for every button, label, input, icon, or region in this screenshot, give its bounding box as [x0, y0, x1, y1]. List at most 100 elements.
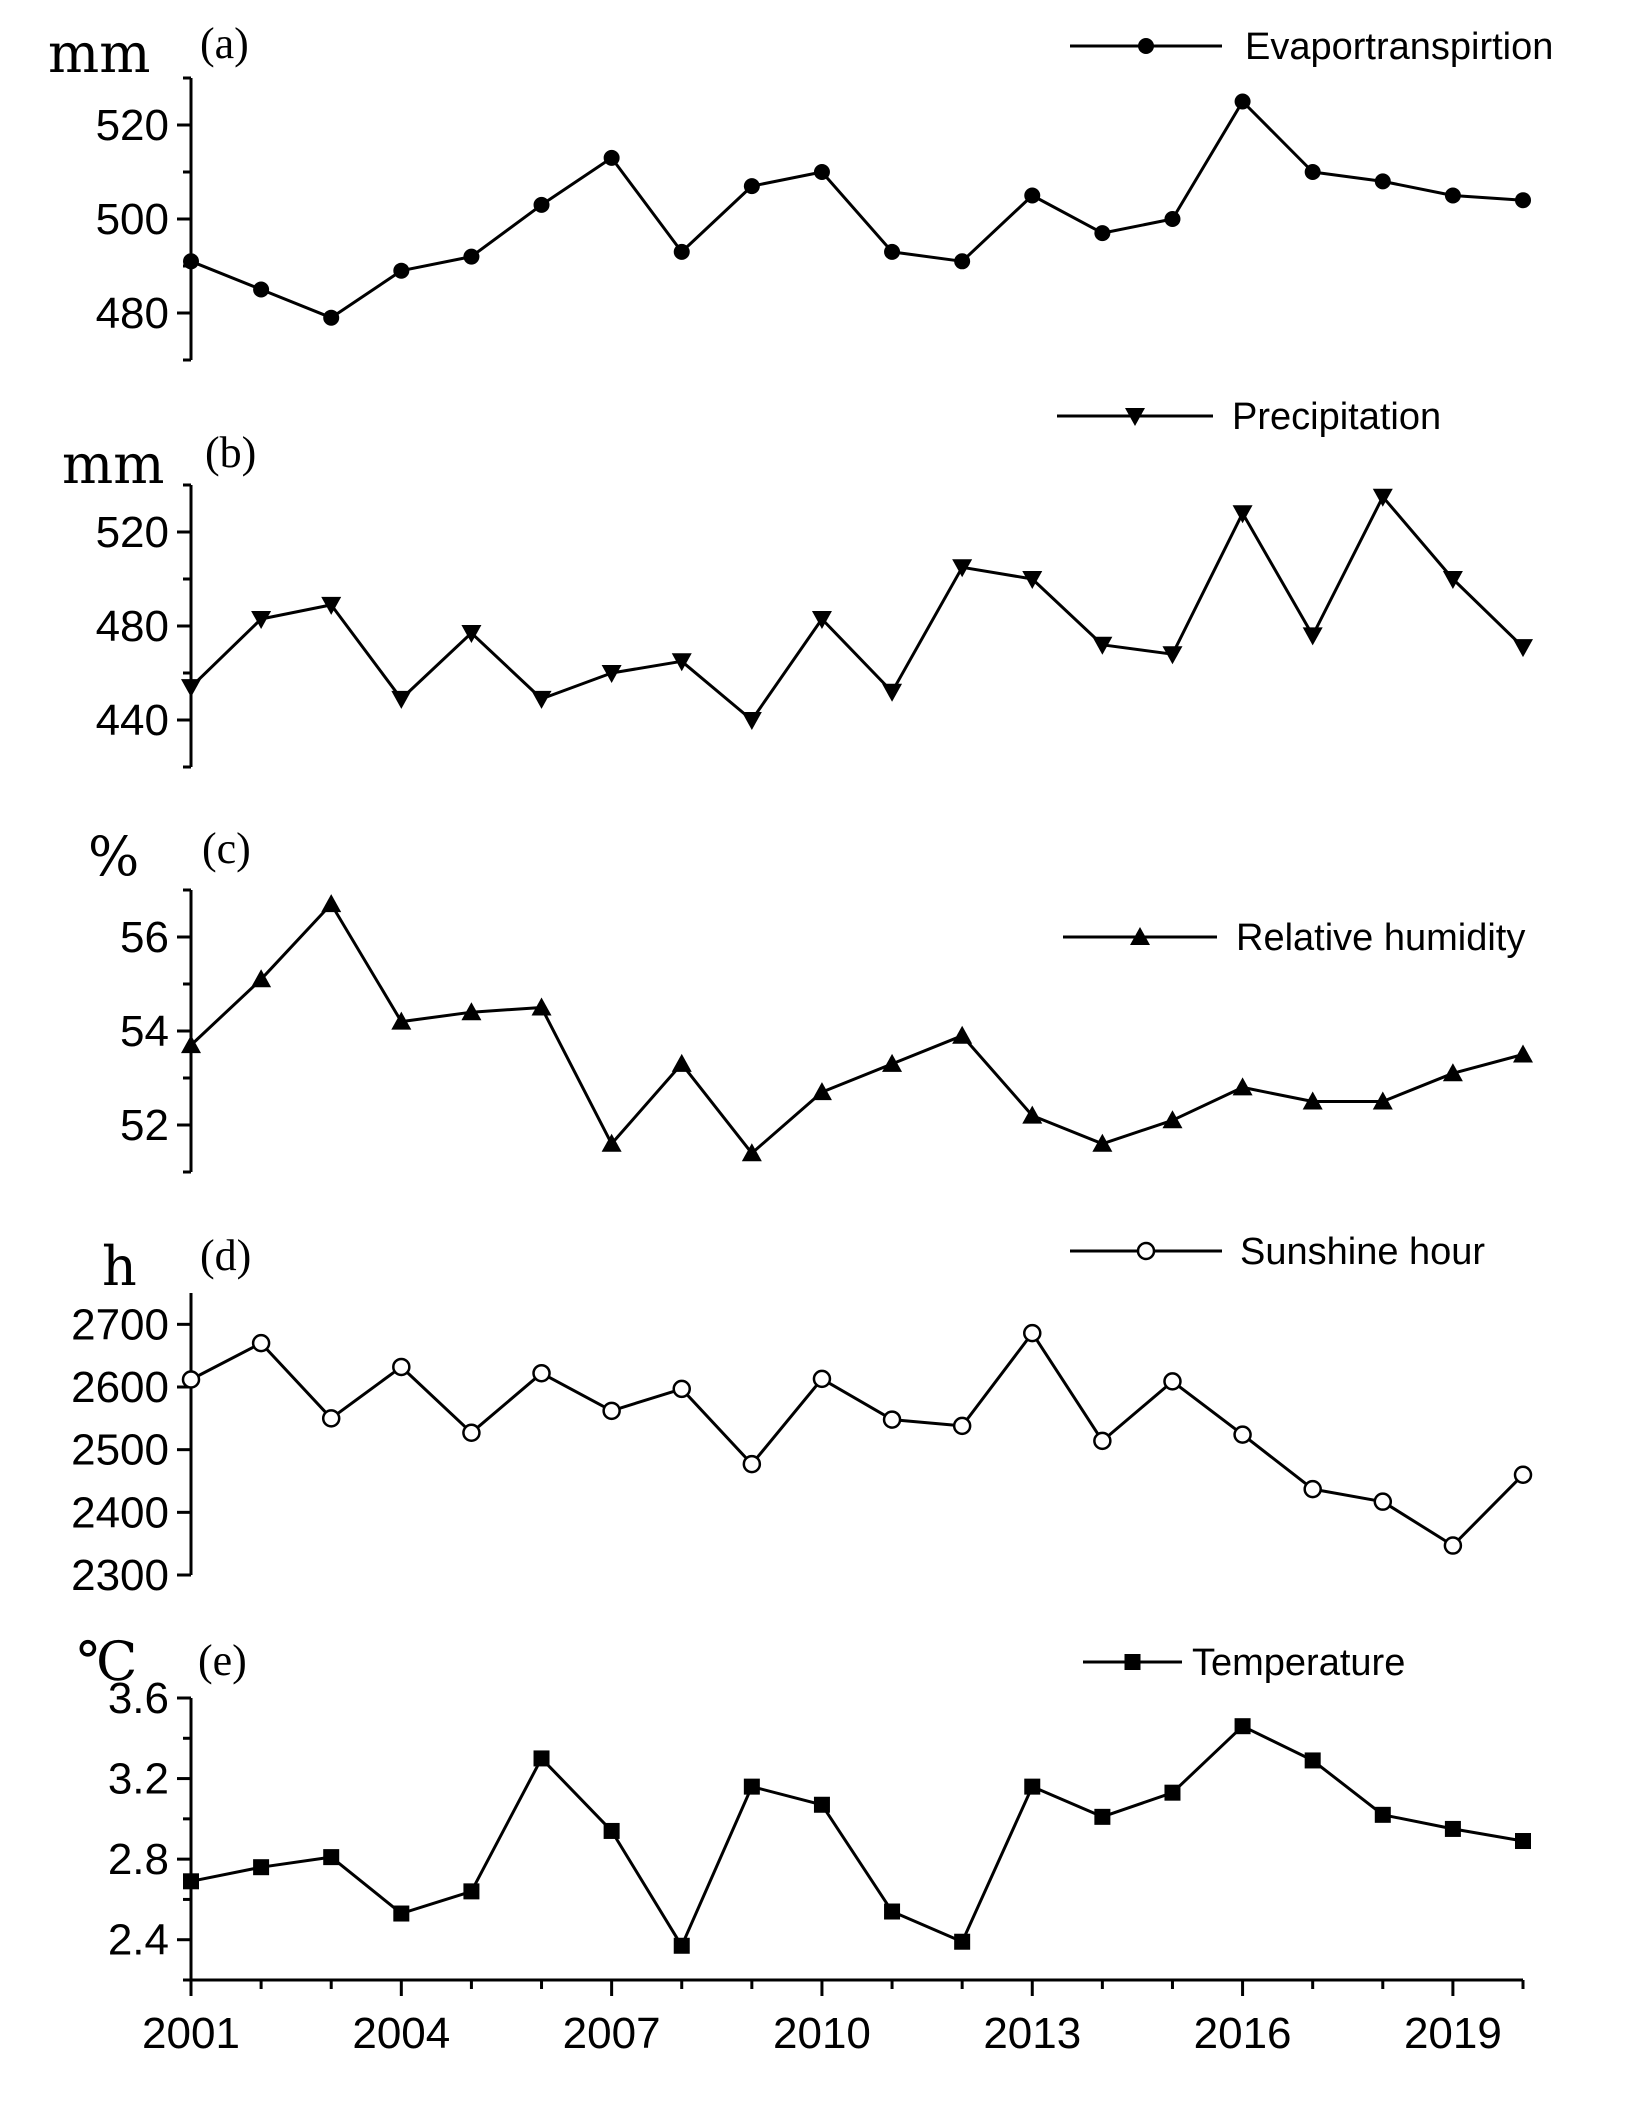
data-point-2020	[1513, 1044, 1533, 1063]
y-unit-label: h	[102, 1235, 137, 1298]
data-point-2002	[253, 281, 270, 298]
data-point-2001	[183, 253, 199, 270]
data-point-2013	[1024, 1778, 1041, 1795]
data-point-2017	[1302, 1091, 1323, 1110]
data-point-2016	[1234, 1718, 1251, 1735]
data-point-2001	[183, 1873, 199, 1890]
data-point-2018	[1372, 1091, 1393, 1110]
data-point-2011	[882, 1410, 902, 1429]
data-point-2018	[1373, 1492, 1393, 1511]
legend: Evaportranspirtion	[1070, 26, 1553, 68]
series-line	[190, 1724, 1524, 1948]
data-point-2019	[1444, 187, 1461, 204]
panel-label: (d)	[200, 1231, 251, 1280]
data-point-2018	[1372, 488, 1393, 507]
data-point-2003	[323, 309, 340, 326]
data-point-2013	[1023, 1323, 1042, 1343]
data-point-2012	[952, 559, 973, 578]
data-point-2017	[1304, 1752, 1321, 1769]
series-line	[190, 100, 1524, 320]
data-point-2010	[813, 164, 830, 180]
panel-label: (c)	[202, 824, 251, 873]
data-point-2006	[533, 1750, 550, 1767]
panel-a: mm (a) 480 500 520 Evaportranspirtion	[48, 19, 1553, 362]
data-point-2011	[884, 243, 901, 260]
data-point-2020	[1513, 639, 1533, 658]
y-tick-label: 520	[96, 508, 169, 557]
data-point-2008	[673, 1937, 690, 1954]
data-point-2001	[181, 1035, 201, 1054]
y-tick-label: 54	[120, 1007, 169, 1056]
panel-label: (e)	[198, 1636, 247, 1685]
x-tick-label: 2004	[352, 2009, 450, 2058]
panel-label: (a)	[200, 19, 249, 68]
data-point-2002	[253, 1859, 270, 1876]
data-point-2001	[181, 679, 201, 698]
data-point-2016	[1233, 1425, 1252, 1444]
panel-label: (b)	[205, 428, 256, 477]
panel-e: ℃ (e) 2.4 2.8 3.2 3.6 Temperature 2001 2004 2007 2…	[77, 1630, 1531, 2058]
y-unit-label: ℃	[77, 1630, 137, 1693]
y-tick-label: 480	[96, 602, 169, 651]
data-point-2011	[882, 1053, 903, 1072]
data-point-2013	[1022, 571, 1043, 589]
legend-marker	[1136, 1241, 1156, 1261]
data-point-2014	[1094, 1808, 1111, 1825]
data-point-2011	[884, 1903, 901, 1920]
data-point-2015	[1162, 646, 1183, 665]
data-point-2007	[603, 1822, 620, 1839]
data-point-2014	[1092, 1133, 1113, 1152]
y-tick-label: 2300	[71, 1551, 169, 1600]
data-point-2007	[602, 1401, 621, 1421]
data-point-2018	[1374, 1806, 1391, 1823]
y-tick-label: 2.8	[108, 1835, 169, 1884]
y-tick-label: 500	[96, 195, 169, 244]
panel-c: % (c) 52 54 56 Relative humidity	[88, 824, 1533, 1174]
data-point-2009	[742, 1454, 762, 1474]
data-point-2007	[601, 665, 622, 683]
panel-d: h (d) 2300 2400 2500 2600 2700 Sunshine hour	[71, 1231, 1533, 1600]
legend-label: Relative humidity	[1236, 917, 1525, 959]
y-tick-label: 480	[96, 289, 169, 338]
data-point-2017	[1302, 627, 1323, 646]
data-point-2015	[1164, 1784, 1181, 1801]
data-point-2009	[743, 178, 760, 195]
data-point-2019	[1442, 1063, 1463, 1082]
data-point-2020	[1515, 192, 1531, 209]
data-point-2015	[1164, 211, 1181, 227]
data-point-2017	[1303, 1479, 1322, 1499]
y-unit-label: mm	[48, 22, 150, 85]
data-point-2017	[1304, 164, 1321, 180]
data-point-2019	[1444, 1820, 1461, 1837]
y-tick-label: 520	[96, 101, 169, 150]
data-point-2008	[673, 243, 690, 260]
data-point-2018	[1374, 173, 1391, 190]
legend-marker	[1130, 927, 1150, 945]
data-point-2014	[1092, 636, 1113, 655]
data-point-2008	[672, 1379, 691, 1399]
y-tick-label: 3.2	[108, 1755, 169, 1804]
data-point-2015	[1163, 1372, 1182, 1391]
legend-label: Sunshine hour	[1240, 1231, 1485, 1273]
data-point-2003	[321, 1409, 341, 1428]
legend: Relative humidity	[1063, 917, 1525, 959]
data-point-2011	[882, 683, 903, 702]
data-point-2016	[1234, 93, 1251, 110]
y-tick-label: 2600	[71, 1363, 169, 1412]
data-point-2005	[463, 1883, 480, 1900]
legend: Sunshine hour	[1070, 1231, 1485, 1273]
y-tick-label: 2400	[71, 1488, 169, 1537]
data-point-2009	[741, 1143, 762, 1162]
data-point-2005	[462, 1423, 481, 1442]
data-point-2012	[952, 1025, 973, 1044]
data-point-2008	[671, 1053, 692, 1072]
data-point-2020	[1513, 1465, 1533, 1484]
data-point-2005	[461, 625, 482, 644]
data-point-2010	[812, 1369, 832, 1389]
y-tick-label: 3.6	[108, 1674, 169, 1723]
data-point-2003	[323, 1849, 340, 1866]
panel-b: mm (b) 440 480 520 Precipitation	[62, 396, 1533, 769]
y-tick-label: 440	[96, 696, 169, 745]
x-tick-label: 2007	[563, 2009, 661, 2058]
series-line	[189, 495, 1525, 722]
